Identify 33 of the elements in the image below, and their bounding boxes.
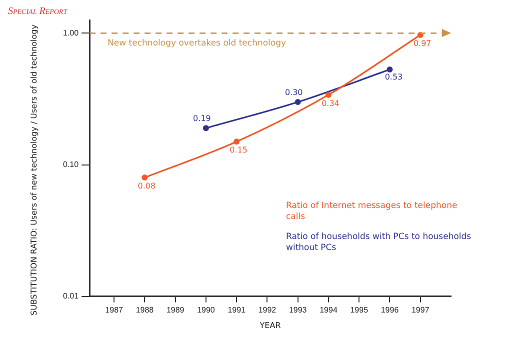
- y-tick-label: 1.00: [62, 28, 80, 38]
- x-tick-label: 1995: [350, 305, 369, 314]
- data-label: 0.53: [384, 72, 403, 82]
- x-tick-label: 1988: [136, 305, 154, 314]
- y-axis-title: SUBSTITUTION RATIO: Users of new technology / Users of old technology: [30, 24, 38, 316]
- data-label: 0.97: [413, 39, 432, 48]
- x-tick-label: 1992: [258, 305, 277, 314]
- x-axis-title: YEAR: [260, 321, 281, 330]
- data-label: 0.30: [284, 88, 303, 98]
- x-tick-label: 1987: [105, 305, 124, 314]
- data-label: 0.15: [230, 146, 248, 155]
- y-tick-label: 0.01: [62, 292, 80, 301]
- point: [142, 174, 148, 181]
- data-label: 0.34: [322, 98, 340, 108]
- text: Ratio of households with PCs to households without PCs: [286, 232, 472, 254]
- x-tick-label: 1990: [197, 305, 216, 314]
- x-tick-label: 1994: [320, 305, 338, 314]
- ref-line-label: New technology overtakes old technology: [108, 38, 286, 49]
- point: [294, 99, 301, 106]
- x-tick-label: 1996: [380, 305, 400, 314]
- point: [202, 125, 209, 132]
- y-tick-label: 0.10: [62, 160, 80, 170]
- x-tick-label: 1997: [411, 305, 430, 314]
- point: [234, 138, 240, 145]
- x-tick-label: 1991: [228, 305, 246, 314]
- point: [386, 66, 393, 72]
- data-label: 0.08: [138, 182, 156, 191]
- point: [325, 92, 332, 98]
- chart-title: Special Report: [8, 6, 68, 17]
- text: Ratio of Internet messages to telephone calls: [286, 201, 458, 224]
- x-tick-label: 1993: [288, 305, 308, 314]
- x-tick-label: 1989: [166, 305, 185, 314]
- data-label: 0.19: [193, 114, 211, 124]
